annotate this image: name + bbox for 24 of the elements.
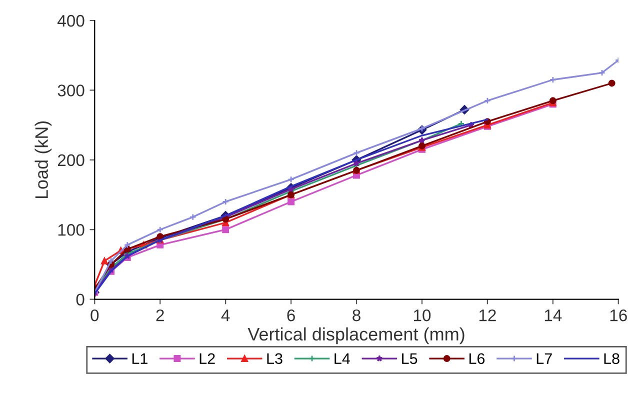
legend-label: L3 <box>267 353 282 364</box>
x-tick-label: 12 <box>479 309 496 322</box>
legend-label: L2 <box>200 353 215 364</box>
y-tick-label: 400 <box>58 14 84 27</box>
legend-label: L6 <box>469 353 485 364</box>
x-axis-title: Vertical displacement (mm) <box>248 327 464 344</box>
x-tick-label: 10 <box>414 309 431 322</box>
x-tick-label: 4 <box>221 310 230 322</box>
y-axis-title: Load (kN) <box>34 121 52 198</box>
y-tick-label: 300 <box>58 84 84 96</box>
x-tick-label: 14 <box>544 310 562 322</box>
legend-label: L7 <box>536 353 552 364</box>
x-tick-label: 6 <box>287 309 295 322</box>
y-tick-label: 0 <box>76 294 84 306</box>
x-tick-label: 16 <box>610 309 627 322</box>
legend-label: L1 <box>132 353 148 364</box>
x-tick-label: 2 <box>156 309 164 322</box>
legend-label: L4 <box>334 353 350 364</box>
x-tick-label: 0 <box>90 309 99 322</box>
y-tick-label: 100 <box>58 224 84 236</box>
legend-label: L8 <box>604 353 620 364</box>
y-tick-label: 200 <box>58 154 84 166</box>
legend-label: L5 <box>402 353 418 364</box>
x-tick-label: 8 <box>352 309 360 322</box>
